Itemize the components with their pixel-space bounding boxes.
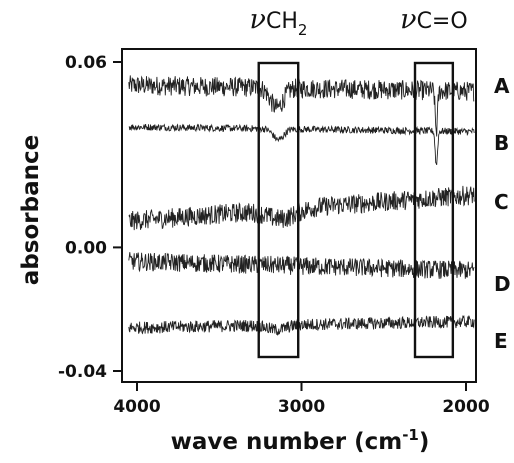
series-label-A: A <box>494 74 510 98</box>
series-label-C: C <box>494 190 509 214</box>
x-axis-label: wave number (cm-1) <box>171 426 430 455</box>
series-line-B <box>128 123 475 165</box>
band-boxes <box>257 61 455 359</box>
y-tick-label: -0.04 <box>58 362 107 382</box>
x-tick-label: 2000 <box>442 397 489 417</box>
series-line-A <box>128 75 475 137</box>
axis-ticks <box>113 61 467 391</box>
x-tick-label: 3000 <box>278 397 325 417</box>
x-tick-label: 4000 <box>113 397 160 417</box>
spectra-traces <box>128 75 475 336</box>
chart-labels: 0.06 0.00 -0.04 4000 3000 2000 νCH2 νC=O A B C D E <box>58 4 511 417</box>
band-box-2 <box>413 61 455 359</box>
series-line-C <box>128 185 475 231</box>
series-line-E <box>128 315 475 336</box>
series-label-B: B <box>494 131 509 155</box>
plot-frame <box>121 48 477 383</box>
y-tick-label: 0.00 <box>65 238 107 258</box>
series-label-D: D <box>494 272 511 296</box>
y-tick-label: 0.06 <box>65 53 107 73</box>
y-axis-label: absorbance <box>18 135 44 285</box>
band-label-2: νC=O <box>400 4 468 35</box>
band-box-1 <box>257 61 300 359</box>
series-line-D <box>128 252 475 279</box>
series-label-E: E <box>494 329 508 353</box>
band-label-1: νCH2 <box>250 4 308 39</box>
